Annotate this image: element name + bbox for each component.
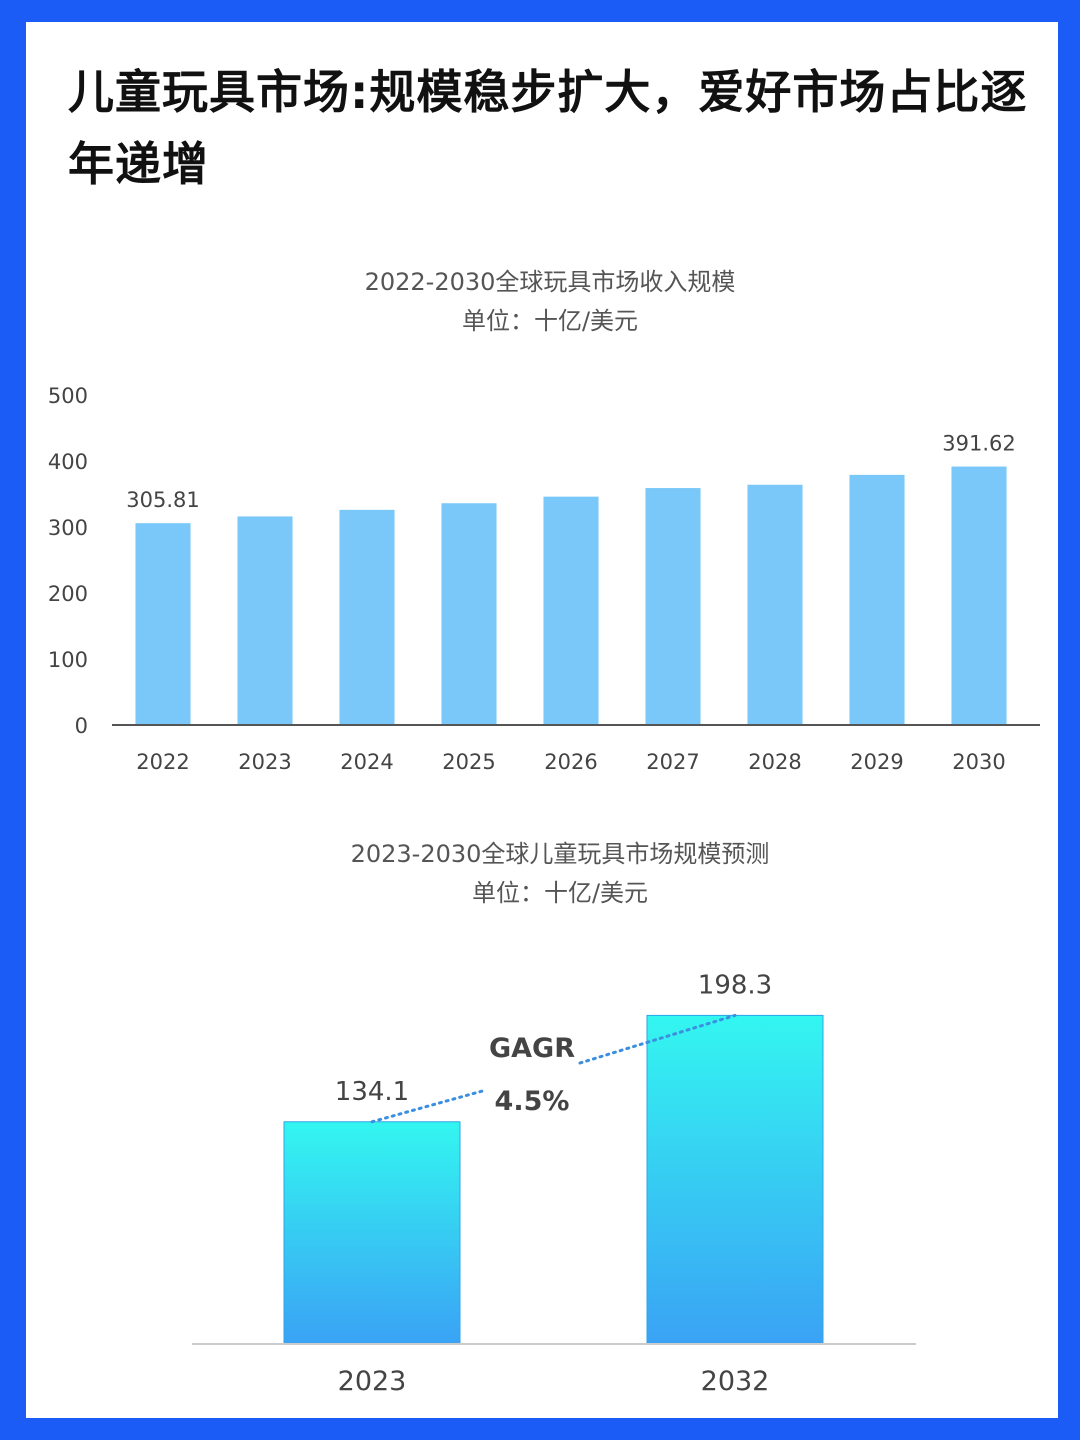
page-headline: 儿童玩具市场:规模稳步扩大，爱好市场占比逐年递增	[68, 65, 1028, 191]
chart1-bar-2022	[135, 523, 191, 725]
chart2-bar-2023	[283, 1121, 461, 1345]
chart1-title: 2022-2030全球玩具市场收入规模	[365, 268, 736, 296]
chart1-x-tick: 2022	[136, 750, 189, 774]
chart1-y-tick: 100	[48, 648, 88, 672]
chart1-bar-2028	[747, 484, 803, 725]
chart1-x-tick: 2024	[340, 750, 393, 774]
chart2-x-tick: 2023	[338, 1366, 407, 1397]
chart-kids-toys-forecast: 2023-2030全球儿童玩具市场规模预测 单位：十亿/美元 134.1 198.…	[192, 840, 916, 1397]
chart1-x-tick: 2026	[544, 750, 597, 774]
chart1-x-tick: 2023	[238, 750, 291, 774]
chart1-y-tick: 500	[48, 384, 88, 408]
chart1-y-tick: 400	[48, 450, 88, 474]
chart1-bar-2029	[849, 474, 905, 725]
chart1-bar-2026	[543, 496, 599, 725]
content-card: 儿童玩具市场:规模稳步扩大，爱好市场占比逐年递增 2022-2030全球玩具市场…	[26, 22, 1058, 1418]
chart1-data-label: 305.81	[126, 488, 199, 512]
chart1-y-tick: 200	[48, 582, 88, 606]
chart1-y-tick: 0	[75, 714, 88, 738]
growth-connector-right	[578, 1013, 737, 1065]
chart2-subtitle: 单位：十亿/美元	[472, 879, 648, 907]
chart2-bar-2032	[646, 1014, 824, 1345]
chart1-data-label: 391.62	[942, 432, 1015, 456]
chart1-bar-2030	[951, 466, 1007, 725]
chart2-data-label: 198.3	[698, 970, 772, 1000]
cagr-value: 4.5%	[495, 1086, 570, 1117]
chart1-x-tick: 2030	[952, 750, 1005, 774]
chart1-y-tick: 300	[48, 516, 88, 540]
growth-connector-left	[370, 1088, 488, 1124]
chart1-bar-2027	[645, 488, 701, 725]
chart1-bar-2025	[441, 503, 497, 725]
chart2-title: 2023-2030全球儿童玩具市场规模预测	[351, 840, 770, 868]
chart2-data-label: 134.1	[335, 1077, 409, 1107]
cagr-label: GAGR	[489, 1033, 575, 1064]
chart1-bar-2023	[237, 516, 293, 725]
chart1-x-tick: 2025	[442, 750, 495, 774]
chart1-x-tick: 2029	[850, 750, 903, 774]
chart1-subtitle: 单位：十亿/美元	[462, 307, 638, 335]
chart2-x-tick: 2032	[701, 1366, 770, 1397]
chart1-bar-2024	[339, 509, 395, 725]
chart-revenue-2022-2030: 2022-2030全球玩具市场收入规模 单位：十亿/美元 0 100 200 300 4…	[48, 268, 1040, 774]
chart1-x-tick: 2028	[748, 750, 801, 774]
chart1-x-tick: 2027	[646, 750, 699, 774]
